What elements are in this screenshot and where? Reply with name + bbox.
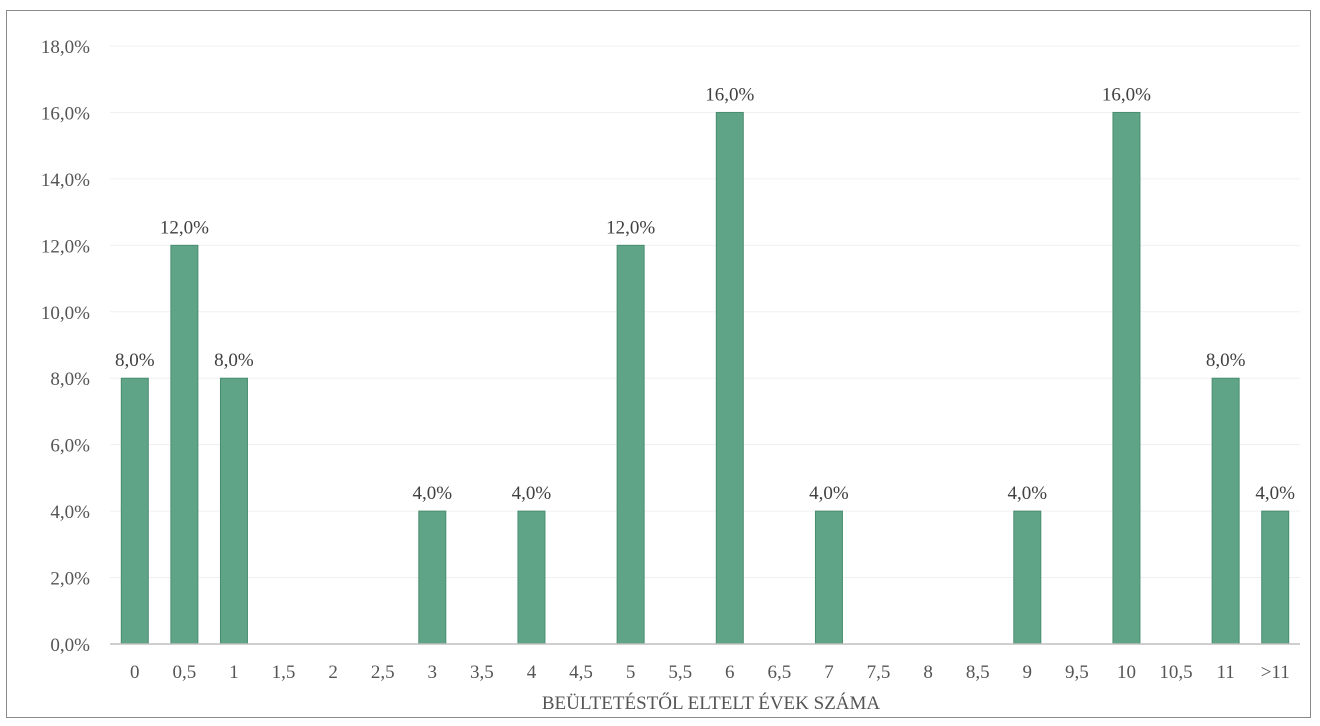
data-label: 8,0%	[214, 350, 254, 371]
data-label: 12,0%	[160, 217, 209, 238]
x-tick-label: 7	[824, 662, 834, 683]
x-tick-label: 7,5	[867, 662, 891, 683]
x-tick-label: 5	[626, 662, 636, 683]
x-tick-label: 3	[428, 662, 438, 683]
y-axis: 0,0% 2,0% 4,0% 6,0% 8,0% 10,0% 12,0% 14,0% 16,0%…	[41, 37, 90, 656]
x-tick-label: 6	[725, 662, 735, 683]
data-label: 4,0%	[512, 483, 552, 504]
x-tick-label: 9	[1023, 662, 1033, 683]
y-tick-label: 6,0%	[50, 436, 90, 457]
bar	[170, 244, 199, 645]
x-tick-label: 1	[229, 662, 239, 683]
bar	[120, 377, 149, 645]
x-tick-label: 5,5	[668, 662, 692, 683]
x-tick-label: >11	[1261, 662, 1290, 683]
y-tick-label: 2,0%	[50, 569, 90, 590]
x-tick-label: 11	[1216, 662, 1234, 683]
data-labels: 8,0% 12,0% 8,0% 4,0% 4,0% 12,0% 16,0% 4,0% 4,0% 1…	[115, 84, 1295, 504]
data-label: 4,0%	[1255, 483, 1295, 504]
bar	[418, 510, 447, 645]
bar	[1261, 510, 1290, 645]
y-tick-label: 18,0%	[41, 37, 90, 58]
x-tick-label: 10	[1117, 662, 1136, 683]
y-tick-label: 10,0%	[41, 303, 90, 324]
bar	[616, 244, 645, 645]
bar	[814, 510, 843, 645]
bar	[517, 510, 546, 645]
x-tick-label: 0,5	[173, 662, 197, 683]
x-tick-label: 3,5	[470, 662, 494, 683]
x-tick-label: 0	[130, 662, 140, 683]
data-label: 4,0%	[1008, 483, 1048, 504]
data-label: 4,0%	[413, 483, 453, 504]
data-label: 16,0%	[1102, 84, 1151, 105]
x-tick-label: 9,5	[1065, 662, 1089, 683]
y-tick-label: 0,0%	[50, 635, 90, 656]
x-tick-label: 6,5	[768, 662, 792, 683]
x-tick-label: 4	[527, 662, 537, 683]
bar	[715, 111, 744, 645]
y-tick-label: 8,0%	[50, 369, 90, 390]
bar	[219, 377, 248, 645]
data-label: 12,0%	[606, 217, 655, 238]
y-tick-label: 12,0%	[41, 236, 90, 257]
x-tick-label: 2,5	[371, 662, 395, 683]
x-tick-label: 8	[923, 662, 933, 683]
bars	[120, 111, 1290, 645]
y-tick-label: 16,0%	[41, 103, 90, 124]
x-tick-label: 10,5	[1159, 662, 1192, 683]
x-axis-title: BEÜLTETÉSTŐL ELTELT ÉVEK SZÁMA	[542, 692, 881, 714]
x-axis: 0 0,5 1 1,5 2 2,5 3 3,5 4 4,5 5 5,5 6 6,5 7 7,5 8 8,5 9 9,5…	[110, 643, 1300, 683]
data-label: 8,0%	[115, 350, 155, 371]
y-tick-label: 4,0%	[50, 502, 90, 523]
grid-lines	[110, 45, 1300, 579]
x-tick-label: 4,5	[569, 662, 593, 683]
bar	[1112, 111, 1141, 645]
bar	[1211, 377, 1240, 645]
x-tick-label: 8,5	[966, 662, 990, 683]
data-label: 16,0%	[705, 84, 754, 105]
data-label: 8,0%	[1206, 350, 1246, 371]
data-label: 4,0%	[809, 483, 849, 504]
bar	[1013, 510, 1042, 645]
x-tick-label: 2	[328, 662, 338, 683]
x-tick-label: 1,5	[272, 662, 296, 683]
y-tick-label: 14,0%	[41, 170, 90, 191]
